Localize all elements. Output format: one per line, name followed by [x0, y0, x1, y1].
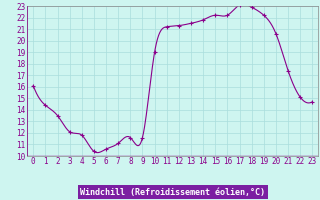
Text: Windchill (Refroidissement éolien,°C): Windchill (Refroidissement éolien,°C)	[80, 188, 265, 196]
